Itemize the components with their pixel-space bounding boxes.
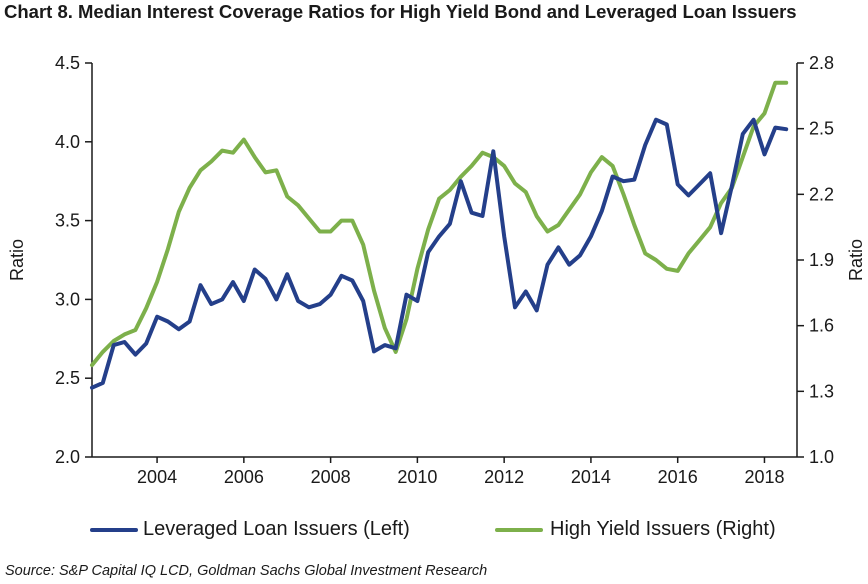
series-group	[90, 80, 789, 390]
legend-swatch-leveraged-loan	[90, 528, 138, 532]
legend-label-high-yield: High Yield Issuers (Right)	[550, 518, 776, 540]
x-tick-label: 2012	[484, 467, 524, 487]
left-tick-label: 4.5	[55, 53, 80, 73]
chart-title: Chart 8. Median Interest Coverage Ratios…	[4, 1, 797, 22]
left-tick-label: 2.5	[55, 368, 80, 388]
x-tick-label: 2016	[658, 467, 698, 487]
x-tick-label: 2010	[397, 467, 437, 487]
x-tick-label: 2014	[571, 467, 611, 487]
left-tick-label: 4.0	[55, 132, 80, 152]
line-chart: 2.0 2.5 3.0 3.5 4.0 4.5 1.0 1.3 1.6 1.9 2.2 2.5 2.8 2…	[7, 53, 866, 487]
left-tick-label: 2.0	[55, 447, 80, 467]
right-tick-label: 2.2	[809, 184, 834, 204]
x-tick-label: 2004	[137, 467, 177, 487]
right-tick-label: 2.5	[809, 119, 834, 139]
right-tick-label: 2.8	[809, 53, 834, 73]
x-tick-label: 2006	[224, 467, 264, 487]
tick-group: 2.0 2.5 3.0 3.5 4.0 4.5 1.0 1.3 1.6 1.9 2.2 2.5 2.8 2…	[55, 53, 834, 487]
series-line-leveraged-loan	[90, 117, 789, 390]
left-tick-label: 3.0	[55, 289, 80, 309]
legend-swatch-high-yield	[495, 528, 543, 532]
left-tick-label: 3.5	[55, 211, 80, 231]
right-tick-label: 1.0	[809, 447, 834, 467]
x-tick-label: 2008	[311, 467, 351, 487]
chart-legend: Leveraged Loan Issuers (Left) High Yield…	[0, 516, 868, 542]
right-axis-label: Ratio	[846, 239, 866, 281]
right-tick-label: 1.9	[809, 250, 834, 270]
right-tick-label: 1.3	[809, 381, 834, 401]
x-tick-label: 2018	[744, 467, 784, 487]
series-line-high-yield	[90, 80, 789, 368]
right-tick-label: 1.6	[809, 316, 834, 336]
chart-axes	[91, 63, 798, 458]
left-axis-label: Ratio	[7, 239, 27, 281]
legend-label-leveraged-loan: Leveraged Loan Issuers (Left)	[143, 518, 410, 540]
source-note: Source: S&P Capital IQ LCD, Goldman Sach…	[5, 563, 488, 579]
